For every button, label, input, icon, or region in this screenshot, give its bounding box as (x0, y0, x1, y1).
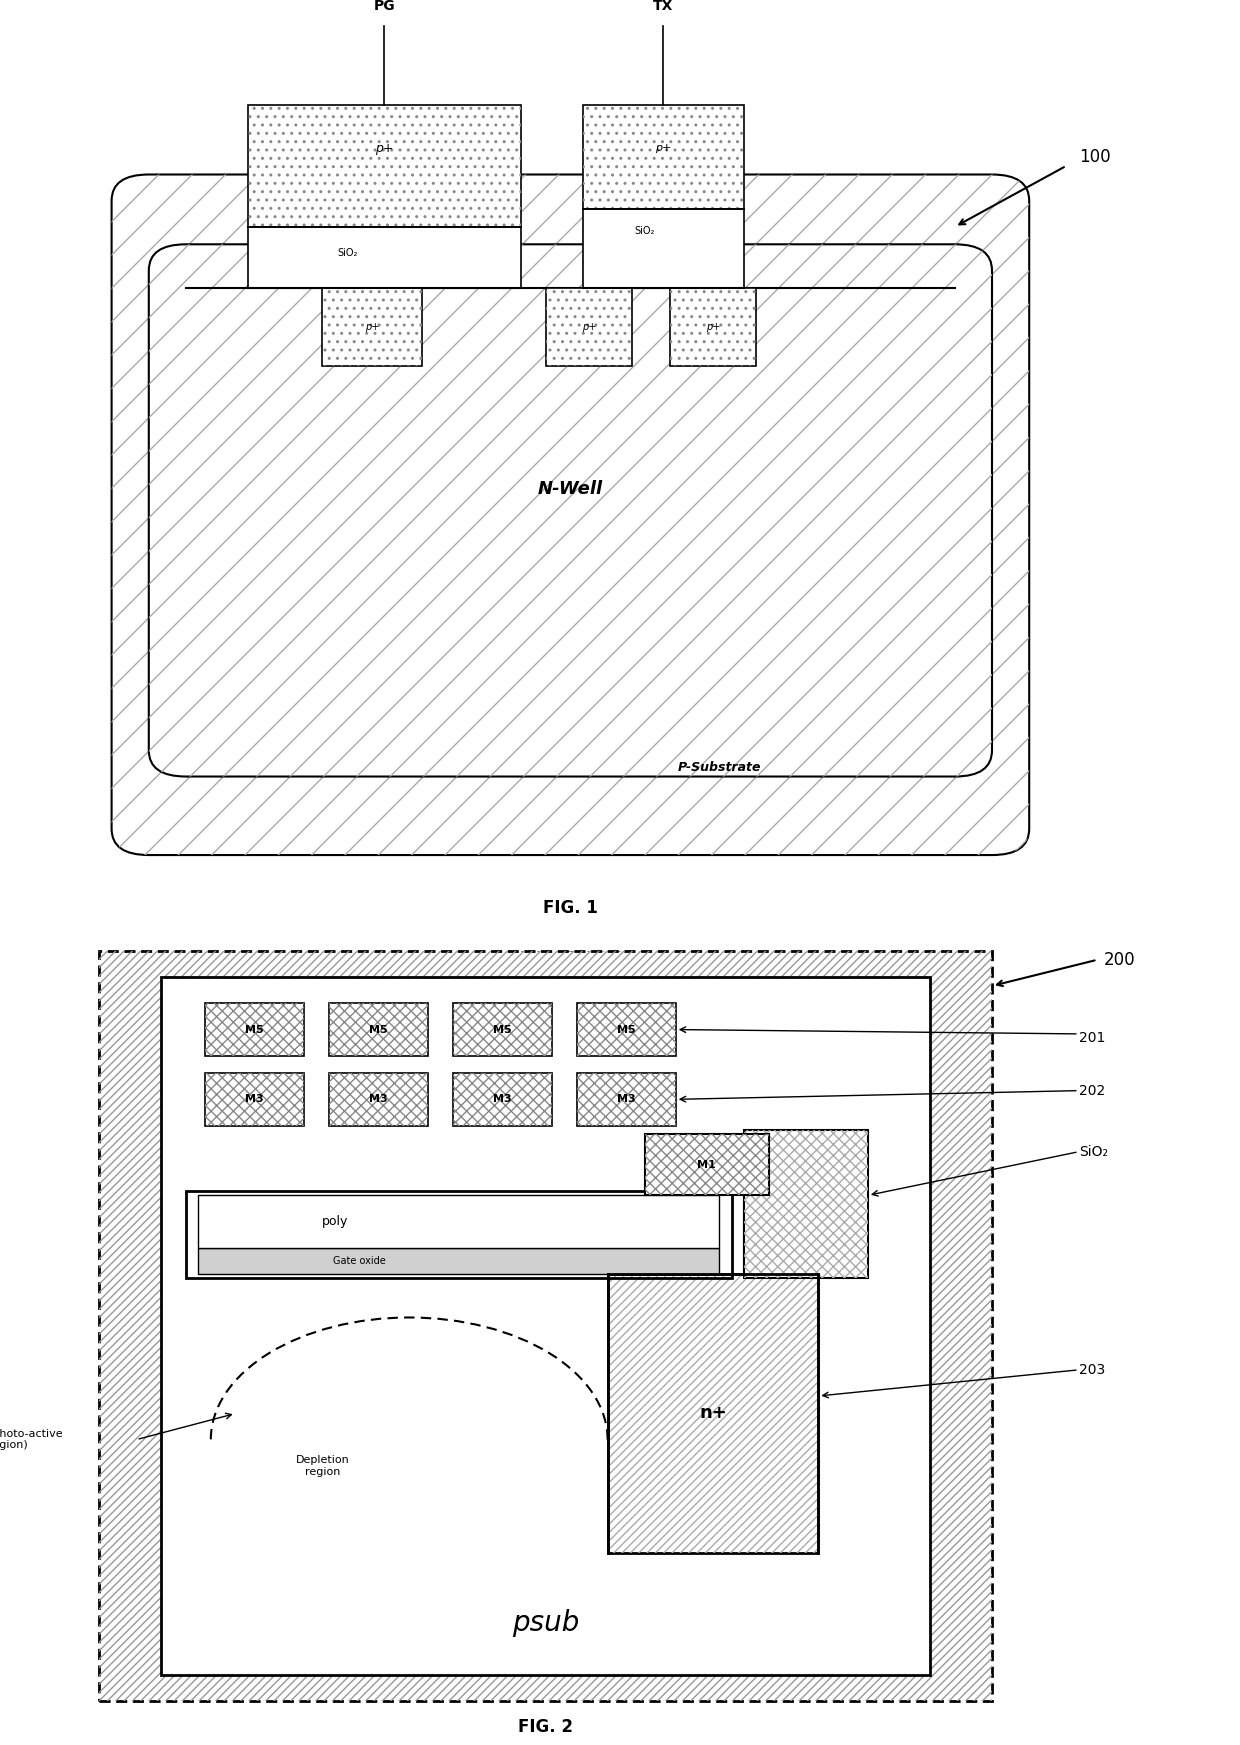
Bar (453, 1073, 552, 1126)
Bar (453, 1003, 552, 1056)
FancyBboxPatch shape (112, 174, 1029, 855)
Text: p+: p+ (655, 143, 672, 154)
Text: p+: p+ (582, 323, 596, 332)
Bar (645, 1134, 769, 1195)
Bar (608, 1274, 818, 1553)
Text: p+: p+ (706, 323, 720, 332)
Bar (608, 1274, 818, 1553)
Text: n+: n+ (699, 1405, 727, 1422)
Text: M3: M3 (492, 1094, 512, 1105)
Text: M3: M3 (368, 1094, 388, 1105)
Bar (744, 1131, 868, 1277)
Text: Gate oxide: Gate oxide (334, 1256, 386, 1265)
Text: M5: M5 (368, 1024, 388, 1035)
Bar (198, 1195, 719, 1248)
Text: SiO₂: SiO₂ (1079, 1145, 1107, 1159)
Bar (205, 1073, 304, 1126)
Text: M3: M3 (244, 1094, 264, 1105)
Bar (198, 1248, 719, 1274)
Text: Depletion
region: Depletion region (295, 1455, 350, 1476)
Text: p+: p+ (365, 323, 379, 332)
Bar (577, 1073, 676, 1126)
Bar (205, 1073, 304, 1126)
Bar (577, 1003, 676, 1056)
Text: 201: 201 (1079, 1031, 1105, 1045)
Bar (322, 288, 422, 366)
Text: (photo-active
region): (photo-active region) (0, 1429, 62, 1450)
FancyBboxPatch shape (149, 244, 992, 777)
Bar (205, 1003, 304, 1056)
Bar (248, 105, 521, 227)
Text: 100: 100 (1079, 148, 1111, 166)
Bar (670, 288, 756, 366)
Bar (248, 227, 521, 288)
Text: M5: M5 (616, 1024, 636, 1035)
Text: M1: M1 (697, 1160, 717, 1169)
Text: TX: TX (653, 0, 673, 14)
Bar (583, 105, 744, 209)
Bar (645, 1134, 769, 1195)
Bar (744, 1131, 868, 1277)
Bar (186, 1192, 732, 1277)
Text: PG: PG (373, 0, 396, 14)
Text: 200: 200 (1104, 951, 1136, 968)
Text: 202: 202 (1079, 1084, 1105, 1098)
Bar (322, 288, 422, 366)
Bar (329, 1073, 428, 1126)
Bar (99, 951, 992, 1701)
Bar (583, 209, 744, 288)
Bar (453, 1073, 552, 1126)
Text: psub: psub (512, 1609, 579, 1637)
Bar (329, 1073, 428, 1126)
Bar (577, 1003, 676, 1056)
Text: FIG. 2: FIG. 2 (518, 1719, 573, 1736)
Bar (329, 1003, 428, 1056)
Bar (161, 977, 930, 1675)
Text: M5: M5 (492, 1024, 512, 1035)
Text: poly: poly (321, 1215, 348, 1228)
Bar (453, 1003, 552, 1056)
Text: P-Substrate: P-Substrate (677, 761, 761, 775)
Bar (99, 951, 992, 1701)
Text: M3: M3 (616, 1094, 636, 1105)
Text: SiO₂: SiO₂ (635, 227, 655, 236)
Bar (205, 1003, 304, 1056)
Bar (577, 1073, 676, 1126)
Text: p+: p+ (376, 141, 393, 155)
Bar (546, 288, 632, 366)
Text: FIG. 1: FIG. 1 (543, 899, 598, 916)
Bar (248, 105, 521, 227)
Text: M5: M5 (244, 1024, 264, 1035)
Text: N-Well: N-Well (538, 480, 603, 497)
Bar (670, 288, 756, 366)
Bar (583, 105, 744, 209)
Text: SiO₂: SiO₂ (337, 248, 357, 258)
Text: (PRIOR ART): (PRIOR ART) (517, 951, 624, 967)
Bar (329, 1003, 428, 1056)
Bar (546, 288, 632, 366)
Text: 203: 203 (1079, 1363, 1105, 1377)
